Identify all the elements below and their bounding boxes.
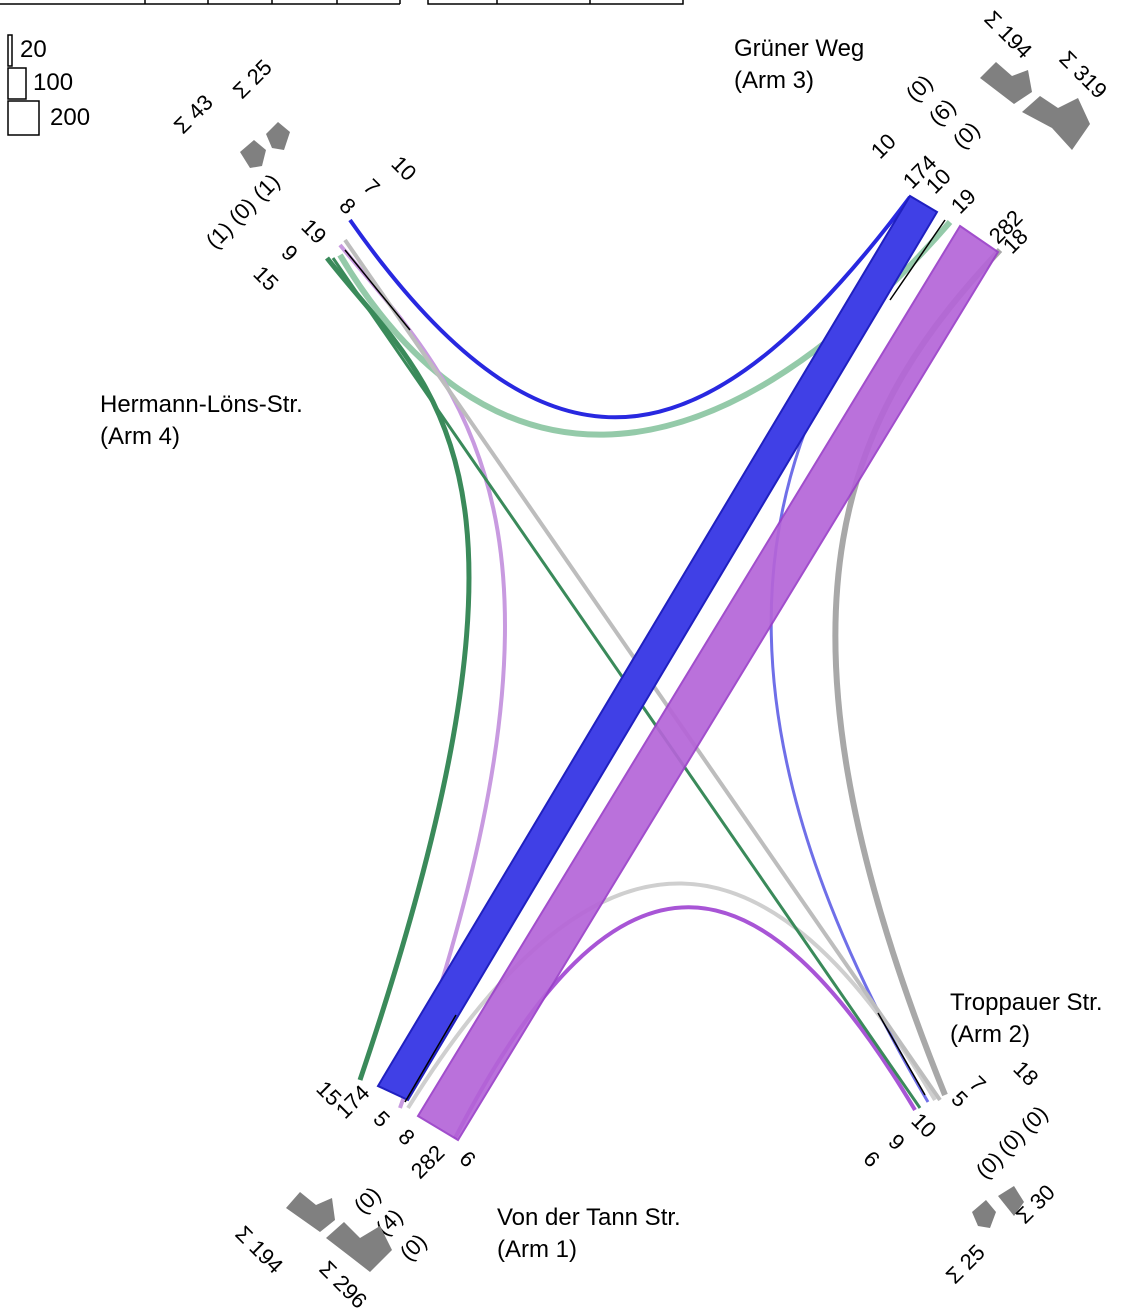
arm-labels: Von der Tann Str. (Arm 1) Troppauer Str.…	[100, 35, 1103, 1263]
arm2-sum-in: Σ 25	[941, 1240, 990, 1289]
top-table-right	[427, 0, 684, 5]
marker-line-arm4	[344, 249, 411, 331]
arm2-count: 6	[858, 1146, 884, 1172]
arm1-count: 8	[393, 1124, 419, 1150]
arm3-in-shape	[980, 62, 1032, 104]
marker-line-arm3	[889, 219, 946, 301]
arm2-count: 9	[883, 1129, 909, 1155]
flow-arm1-arm3-purple-band	[416, 224, 1000, 1142]
arm4-out-shape	[266, 122, 290, 150]
arm4-count: 10	[386, 151, 421, 186]
arm3-number: (Arm 3)	[734, 67, 814, 94]
arm3-pedestrian-count: (0)	[901, 70, 938, 107]
arm2-pedestrian-count: (0)	[1016, 1101, 1053, 1138]
legend-label-200: 200	[50, 104, 90, 131]
arm4-pedestrians: (1) (0) (1)	[201, 169, 285, 254]
arm3-pedestrians: (0) (6) (0)	[901, 70, 985, 154]
arm4-counts: 15 9 19 8 7 10	[248, 151, 421, 296]
arm2-in-shape	[972, 1200, 996, 1228]
arm1-out-shape	[326, 1222, 392, 1272]
legend-label-100: 100	[33, 69, 73, 96]
arm1-name: Von der Tann Str.	[497, 1204, 681, 1231]
legend-swatch-200	[7, 100, 40, 136]
arm2-count: 18	[1008, 1056, 1043, 1091]
arm2-number: (Arm 2)	[950, 1021, 1030, 1048]
legend: 20 100 200	[7, 34, 90, 136]
arm4-count: 8	[334, 193, 360, 219]
arm2-pedestrians: (0) (0) (0)	[971, 1101, 1053, 1184]
arm1-sum-in: Σ 194	[230, 1221, 288, 1279]
arm3-pedestrian-count: (6)	[924, 94, 961, 131]
arm3-sums: Σ 194 Σ 319	[979, 6, 1112, 150]
arm2-sum-out: Σ 30	[1011, 1180, 1060, 1229]
arm1-count: 6	[454, 1146, 480, 1172]
arm4-count: 7	[358, 174, 384, 200]
legend-swatch-100	[7, 67, 27, 100]
arm2-out-shape	[998, 1186, 1024, 1216]
arm4-pedestrian-count: (1)	[201, 217, 238, 254]
arm4-sum-out: Σ 25	[228, 55, 277, 104]
arm4-pedestrian-count: (0)	[224, 193, 261, 230]
arm2-sums: Σ 25 Σ 30	[941, 1180, 1060, 1289]
legend-swatch-20	[7, 34, 13, 67]
arm1-count: 5	[368, 1106, 394, 1132]
arm4-name: Hermann-Löns-Str.	[100, 391, 303, 418]
arm1-count: 282	[406, 1140, 450, 1184]
arm4-sum-in: Σ 43	[169, 90, 218, 139]
flow-arm1-arm2-lightgray	[406, 881, 937, 1110]
arm1-pedestrian-count: (0)	[395, 1229, 432, 1266]
top-table-left	[0, 0, 401, 5]
arm2-name: Troppauer Str.	[950, 989, 1103, 1016]
arm4-count: 9	[276, 240, 302, 266]
arm4-count: 15	[248, 261, 283, 296]
arm4-count: 19	[296, 214, 331, 249]
arm3-sum-out: Σ 319	[1054, 46, 1112, 104]
marker-line-arm2	[877, 1012, 926, 1096]
arm4-number: (Arm 4)	[100, 423, 180, 450]
arm1-in-shape	[286, 1192, 335, 1232]
arm3-pedestrian-count: (0)	[948, 117, 985, 154]
arm1-number: (Arm 1)	[497, 1236, 577, 1263]
arm3-count: 10	[866, 129, 901, 164]
arm2-count: 10	[906, 1108, 941, 1143]
arm4-pedestrian-count: (1)	[248, 169, 285, 206]
arm3-name: Grüner Weg	[734, 35, 864, 62]
flows	[325, 194, 1003, 1142]
flow-arm1-arm3-blue-band	[376, 194, 939, 1102]
arm4-sums: Σ 43 Σ 25	[169, 55, 290, 168]
arm3-out-shape	[1022, 96, 1090, 150]
legend-label-20: 20	[20, 36, 47, 63]
arm3-sum-in: Σ 194	[979, 6, 1037, 64]
marker-line-arm1	[404, 1014, 457, 1103]
arm3-count: 19	[946, 184, 981, 219]
flow-arm4-arm3-blue	[348, 195, 912, 420]
arm4-in-shape	[240, 140, 266, 168]
